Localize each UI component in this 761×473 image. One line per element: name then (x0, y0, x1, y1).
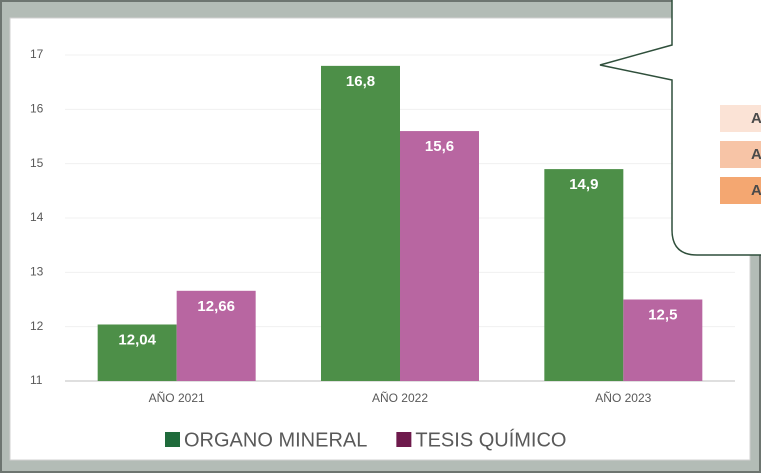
callout-row (720, 141, 761, 168)
legend-swatch (396, 432, 412, 447)
legend-label: TESIS QUÍMICO (415, 428, 566, 451)
bar (97, 324, 177, 381)
legend-swatch (165, 432, 180, 447)
y-tick-label: 15 (30, 156, 44, 170)
bar (544, 169, 624, 381)
bar (321, 65, 400, 381)
y-tick-label: 14 (30, 210, 44, 224)
bar (623, 299, 703, 381)
callout-row-label: A (751, 146, 761, 163)
y-tick-label: 12 (30, 319, 44, 333)
data-label: 15,6 (425, 138, 454, 155)
x-tick-label: AÑO 2022 (372, 391, 428, 405)
y-tick-label: 17 (30, 47, 44, 61)
x-tick-label: AÑO 2021 (149, 391, 205, 405)
callout-row (720, 105, 761, 132)
data-label: 12,5 (648, 306, 677, 323)
bar (400, 131, 479, 381)
legend-label: ORGANO MINERAL (184, 429, 367, 451)
bar (176, 290, 256, 381)
data-label: 16,8 (346, 73, 375, 90)
x-tick-label: AÑO 2023 (595, 391, 651, 405)
y-tick-label: 13 (30, 265, 44, 279)
y-tick-label: 11 (30, 373, 43, 387)
callout-row-label: A (751, 182, 761, 199)
callout-row-label: A (751, 110, 761, 127)
data-label: 12,66 (197, 298, 235, 315)
data-label: 12,04 (118, 331, 156, 348)
callout: A A A (599, 0, 761, 256)
y-tick-label: 16 (30, 102, 44, 116)
data-label: 14,9 (569, 176, 598, 193)
callout-row (720, 177, 761, 204)
plot: 11 12 13 14 15 16 17 AÑO 2021 12,04 12,66 AÑO 2022… (30, 47, 735, 451)
